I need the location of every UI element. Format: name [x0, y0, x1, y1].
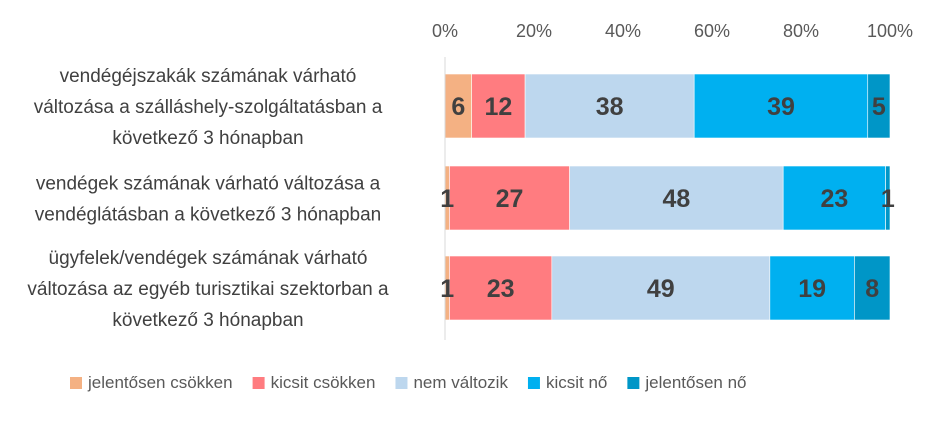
bar-segment — [693, 73, 869, 139]
bars — [444, 73, 891, 321]
legend-label: nem változik — [413, 373, 508, 392]
x-tick-label: 0% — [432, 21, 458, 41]
x-tick-label: 40% — [605, 21, 641, 41]
bar-segment — [551, 255, 771, 321]
bar-segment — [471, 73, 526, 139]
data-label: 27 — [496, 185, 524, 213]
x-axis-ticks: 0% 20% 40% 60% 80% 100% — [432, 21, 913, 41]
legend-swatch — [70, 377, 82, 389]
bar-segment — [782, 165, 886, 231]
data-label: 8 — [865, 275, 879, 303]
category-label-line: változása az egyéb turisztikai szektorba… — [27, 279, 389, 300]
data-label: 39 — [767, 93, 795, 121]
data-label: 1 — [440, 275, 454, 303]
category-labels: vendégéjszakák számának várható változása… — [27, 66, 389, 331]
legend-item: kicsit nő — [527, 373, 607, 392]
category-label-line: következő 3 hónapban — [112, 128, 303, 149]
category-label-line: vendéglátásban a következő 3 hónapban — [35, 205, 382, 226]
legend-label: jelentősen nő — [644, 373, 746, 392]
data-label: 48 — [662, 185, 690, 213]
data-labels: 6 12 38 39 5 1 27 48 23 1 1 23 49 19 8 — [440, 93, 895, 303]
legend-item: kicsit csökken — [252, 373, 376, 392]
category-label-line: következő 3 hónapban — [112, 310, 303, 331]
bar-segment — [569, 165, 784, 231]
category-label-line: ügyfelek/vendégek számának várható — [49, 248, 368, 269]
x-tick-label: 20% — [516, 21, 552, 41]
legend-label: kicsit csökken — [271, 373, 376, 392]
category-label-line: változása a szálláshely-szolgáltatásban … — [34, 97, 383, 118]
data-label: 38 — [596, 93, 624, 121]
bar-segment — [449, 255, 553, 321]
data-label: 1 — [440, 185, 454, 213]
category-label-line: vendégéjszakák számának várható — [60, 66, 357, 87]
legend-swatch — [527, 377, 540, 389]
category-label-line: vendégek számának várható változása a — [36, 174, 381, 195]
legend-label: jelentősen csökken — [87, 373, 233, 392]
bar-segment — [524, 73, 695, 139]
bar-segment — [444, 73, 473, 139]
data-label: 12 — [484, 93, 512, 121]
legend-label: kicsit nő — [546, 373, 607, 392]
data-label: 5 — [872, 93, 886, 121]
category-label: ügyfelek/vendégek számának várható változ… — [27, 248, 389, 331]
legend-item: jelentősen csökken — [70, 373, 233, 392]
data-label: 1 — [881, 185, 895, 213]
legend-item: jelentősen nő — [627, 373, 747, 392]
category-label: vendégéjszakák számának várható változása… — [34, 66, 383, 149]
legend-swatch — [395, 377, 408, 389]
x-tick-label: 80% — [783, 21, 819, 41]
data-label: 23 — [820, 185, 848, 213]
legend-swatch — [252, 377, 265, 389]
legend: jelentősen csökken kicsit csökken nem vált… — [70, 373, 747, 392]
category-label: vendégek számának várható változása a ven… — [35, 174, 382, 226]
legend-swatch — [627, 377, 640, 389]
bar-segment — [449, 165, 570, 231]
data-label: 23 — [487, 275, 515, 303]
legend-item: nem változik — [395, 373, 508, 392]
x-tick-label: 100% — [867, 21, 913, 41]
bar-segment — [885, 165, 891, 231]
x-tick-label: 60% — [694, 21, 730, 41]
bar-segment — [867, 73, 891, 139]
bar-segment — [854, 255, 891, 321]
data-label: 49 — [647, 275, 675, 303]
data-label: 6 — [451, 93, 465, 121]
data-label: 19 — [798, 275, 826, 303]
